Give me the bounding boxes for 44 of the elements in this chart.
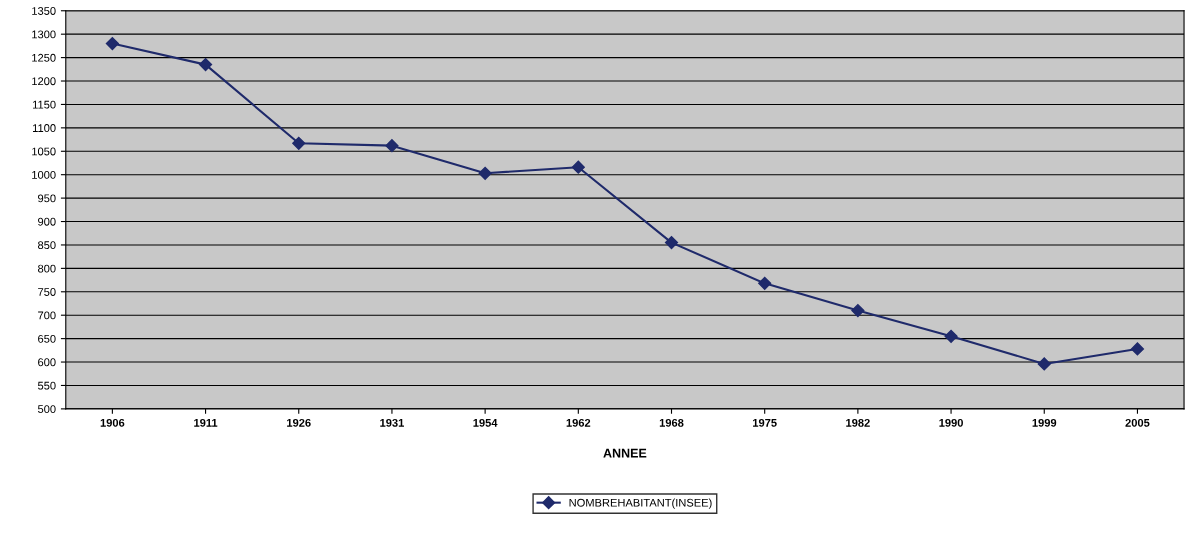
y-tick-label: 600 [38,358,56,367]
x-tick-label: 1911 [194,418,218,427]
y-tick-label: 1300 [32,30,56,39]
point [571,160,585,174]
legend-label: NOMBREHABITANT(INSEE) [569,498,712,509]
y-tick-label: 550 [37,381,56,390]
x-tick-label: 1906 [100,418,125,427]
y-tick-label: 1200 [32,77,56,86]
point [385,139,399,153]
point [198,58,213,72]
y-tick-label: 800 [38,264,56,273]
point [1130,342,1145,356]
y-tick-label: 950 [38,194,56,203]
y-tick-label: 1350 [32,7,56,15]
x-tick-label: 1990 [939,418,963,427]
y-tick-label: 1250 [32,53,56,62]
point [1037,357,1051,371]
y-tick-label: 650 [38,334,56,343]
point [758,276,772,290]
x-tick-label: 1931 [380,418,404,427]
y-tick-label: 500 [37,405,56,414]
x-tick-label: 1975 [753,418,777,427]
point [105,36,119,51]
point [944,329,958,343]
x-tick-label: 1968 [659,418,684,427]
x-axis-title: ANNEE [603,448,647,458]
x-tick-label: 1982 [846,418,870,427]
x-tick-label: 1962 [566,418,591,427]
x-tick-label: 2005 [1125,418,1150,427]
x-tick-label: 1954 [473,418,498,427]
point [851,303,865,318]
y-tick-label: 900 [38,217,56,226]
y-tick-label: 1150 [33,100,56,109]
y-tick-label: 1050 [32,147,56,156]
point [478,166,492,180]
point [664,236,679,250]
y-tick-label: 850 [38,241,56,250]
y-tick-label: 750 [38,288,56,296]
y-tick-label: 1000 [32,170,56,179]
y-tick-label: 700 [38,311,56,320]
y-tick-label: 1100 [33,124,56,132]
point [292,136,306,150]
x-tick-label: 1999 [1032,418,1057,427]
x-tick-label: 1926 [287,418,311,427]
